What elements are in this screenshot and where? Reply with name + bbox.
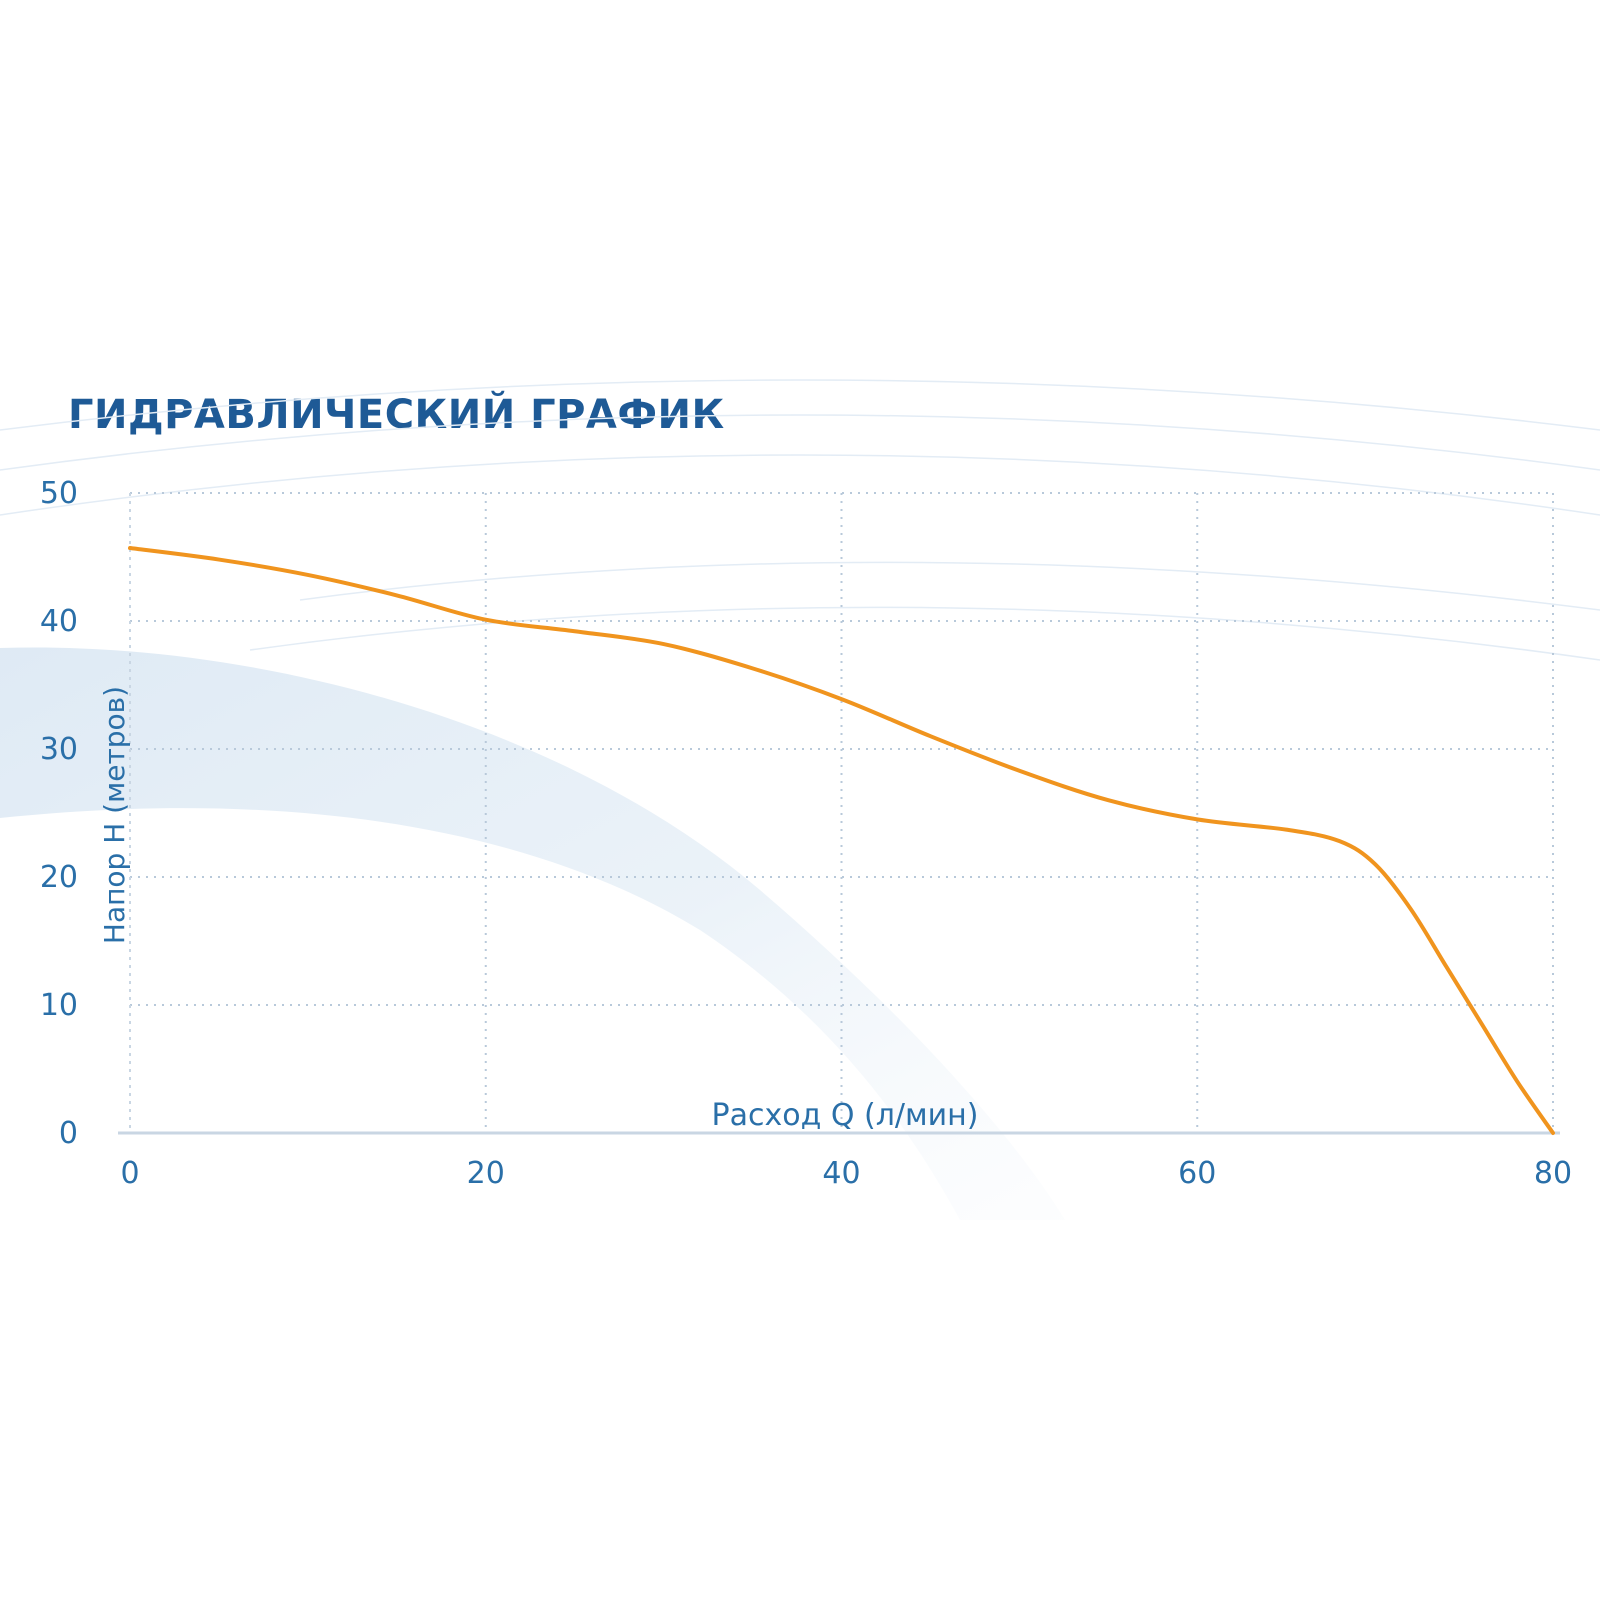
x-tick-label: 40: [822, 1156, 860, 1191]
y-tick-label: 10: [40, 988, 78, 1023]
axes: [118, 493, 1560, 1135]
grid: [130, 492, 1554, 1133]
x-tick-label: 80: [1534, 1156, 1572, 1191]
x-tick-label: 20: [467, 1156, 505, 1191]
series: [128, 546, 1555, 1135]
x-tick-label: 0: [120, 1156, 139, 1191]
tick-labels: 0 10 20 30 40 50 0 20 40 60 80: [40, 476, 1572, 1191]
x-tick-label: 60: [1178, 1156, 1216, 1191]
y-tick-label: 40: [40, 604, 78, 639]
y-tick-label: 30: [40, 732, 78, 767]
y-tick-label: 20: [40, 860, 78, 895]
chart-title: ГИДРАВЛИЧЕСКИЙ ГРАФИК: [68, 392, 725, 438]
y-tick-label: 50: [40, 476, 78, 511]
series-line: [128, 546, 1555, 1135]
background-decoration: [0, 379, 1600, 1220]
y-axis-label: Напор H (метров): [98, 686, 131, 944]
y-tick-label: 0: [59, 1116, 78, 1151]
x-axis-label: Расход Q (л/мин): [712, 1098, 979, 1133]
